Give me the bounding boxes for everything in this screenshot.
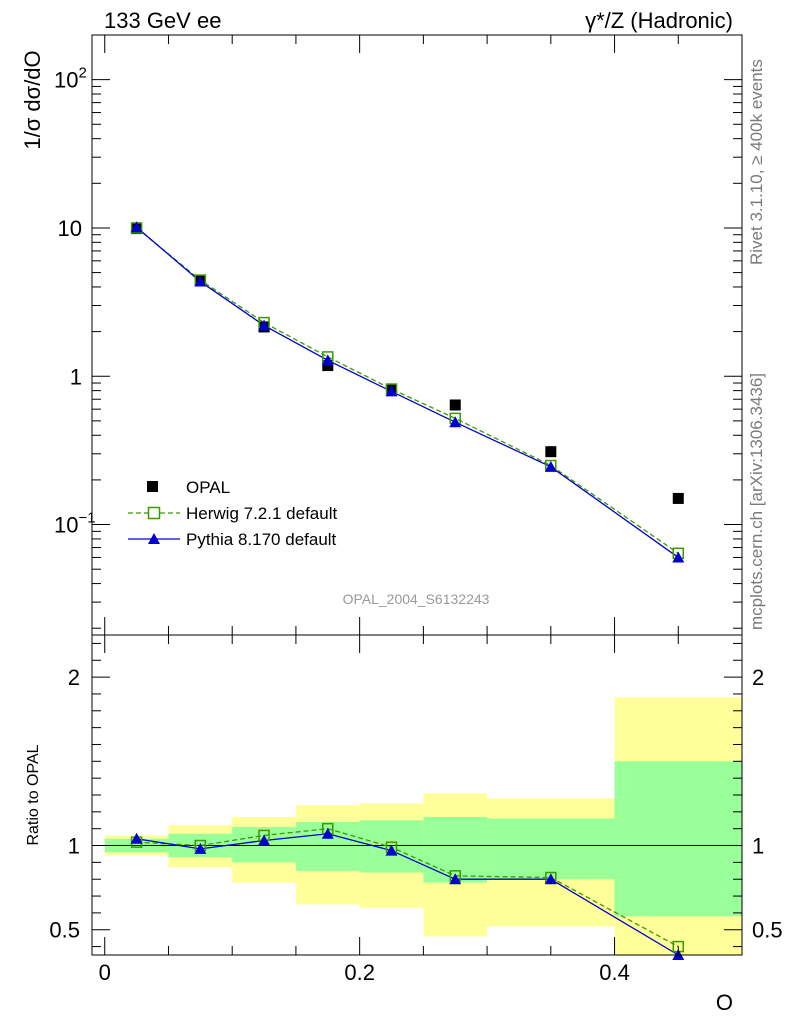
ratio-point-pythia-8-170-default [321,827,334,839]
main-panel: 10−1 1 10 102 1/σ dσ/dO OPAL_2004_S6132243 [20,34,743,636]
main-point-pythia-8-170-default [130,221,143,233]
ratio-point-pythia-8-170-default [258,834,271,846]
legend-marker-pythia [148,533,160,544]
main-series-markers [130,221,685,563]
header-left: 133 GeV ee [104,8,221,33]
legend-marker-herwig [147,506,161,520]
mcplots-label: mcplots.cern.ch [arXiv:1306.3436] [747,373,766,630]
legend-marker-opal [147,481,158,492]
ratio-ylabel: Ratio to OPAL [25,744,42,845]
ratio-point-pythia-8-170-default [194,842,207,854]
ratio-y-tick-label-left: 0.5 [49,918,80,943]
main-y-tick-label: 102 [54,65,87,93]
ratio-series-markers [130,822,685,960]
legend: OPAL Herwig 7.2.1 default Pythia 8.170 d… [128,478,337,549]
x-tick-label: 0.4 [599,960,630,985]
legend-label-pythia: Pythia 8.170 default [186,530,337,549]
legend-label-opal: OPAL [186,478,230,497]
ratio-series-lines [136,828,679,956]
ratio-panel: 0.5 0.5 1 1 2 2 Ratio to OPAL [25,634,783,960]
watermark: OPAL_2004_S6132243 [343,591,490,607]
main-point-pythia-8-170-default [194,275,207,287]
x-axis-ticks: 0 0.2 0.4 [99,35,743,985]
main-point-opal [672,492,684,504]
ratio-y-tick-label-left: 1 [68,834,80,859]
ratio-y-tick-label-right: 1 [752,834,764,859]
ratio-point-pythia-8-170-default [385,844,398,856]
main-y-tick-label: 10−1 [54,510,96,538]
ratio-y-tick-label-left: 2 [68,665,80,690]
main-y-tick-label: 1 [70,364,82,389]
main-series-lines [136,226,679,558]
ratio-frame [91,634,743,956]
main-line-herwig-7-2-1-default [136,227,679,554]
main-point-pythia-8-170-default [544,460,557,472]
main-ylabel: 1/σ dσ/dO [20,50,45,149]
main-point-opal [449,399,461,411]
ratio-line-pythia-8-170-default [136,833,679,956]
x-axis-label: O [716,990,733,1015]
rivet-label: Rivet 3.1.10, ≥ 400k events [747,59,766,265]
main-line-pythia-8-170-default [136,226,679,558]
ratio-y-ticks: 0.5 0.5 1 1 2 2 [49,642,783,948]
main-point-pythia-8-170-default [385,385,398,397]
ratio-inner-band [487,818,615,880]
main-point-pythia-8-170-default [258,319,271,331]
main-y-tick-label: 10 [58,216,82,241]
ratio-point-pythia-8-170-default [544,873,557,885]
main-y-ticks: 10−1 1 10 102 [54,34,742,629]
main-point-pythia-8-170-default [449,416,462,428]
ratio-point-pythia-8-170-default [130,832,143,844]
main-point-pythia-8-170-default [672,551,685,563]
main-point-opal [545,446,557,458]
ratio-y-tick-label-right: 2 [752,665,764,690]
ratio-bands [104,697,742,955]
main-point-pythia-8-170-default [321,354,334,366]
ratio-inner-band [614,761,742,917]
x-tick-label: 0 [99,960,111,985]
legend-label-herwig: Herwig 7.2.1 default [186,504,337,523]
header-right: γ*/Z (Hadronic) [585,8,733,33]
main-point-opal [322,360,334,372]
x-tick-label: 0.2 [344,960,375,985]
ratio-line-herwig-7-2-1-default [136,828,679,948]
ratio-inner-band [423,816,488,883]
ratio-y-tick-label-right: 0.5 [752,918,783,943]
ratio-point-pythia-8-170-default [449,873,462,885]
